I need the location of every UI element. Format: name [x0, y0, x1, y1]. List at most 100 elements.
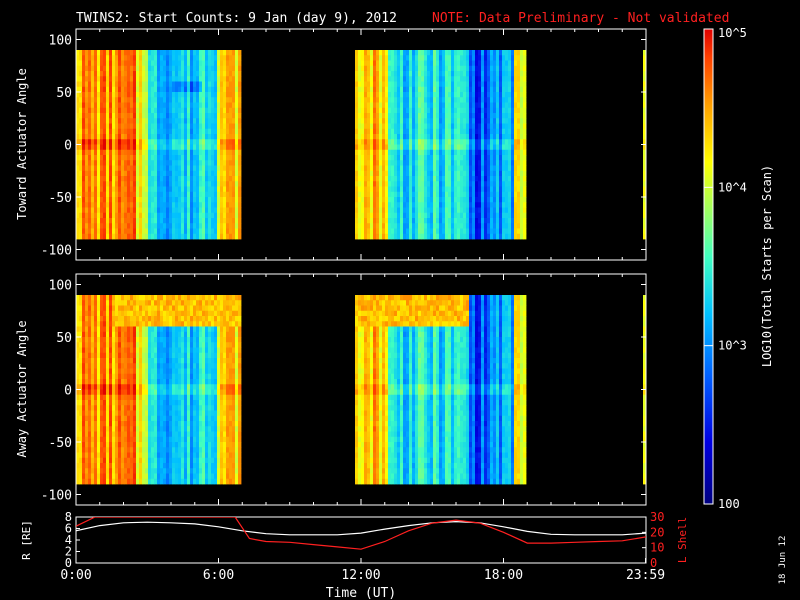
- heatmap-cell: [157, 218, 161, 224]
- heatmap-cell: [130, 160, 134, 166]
- heatmap-cell: [367, 207, 371, 214]
- heatmap-cell: [475, 113, 479, 119]
- heatmap-cell: [433, 170, 437, 177]
- heatmap-cell: [397, 107, 401, 114]
- heatmap-cell: [136, 400, 140, 406]
- heatmap-cell: [466, 181, 470, 187]
- heatmap-cell: [430, 86, 434, 93]
- heatmap-cell: [463, 181, 467, 187]
- heatmap-cell: [184, 60, 188, 67]
- heatmap-cell: [514, 228, 518, 235]
- heatmap-cell: [220, 107, 224, 114]
- heatmap-cell: [445, 118, 449, 124]
- heatmap-cell: [76, 97, 80, 103]
- heatmap-cell: [148, 212, 152, 219]
- heatmap-cell: [130, 447, 134, 453]
- heatmap-cell: [208, 102, 212, 109]
- heatmap-cell: [151, 191, 155, 198]
- heatmap-cell: [88, 442, 92, 448]
- heatmap-cell: [133, 342, 137, 348]
- heatmap-cell: [484, 202, 488, 208]
- heatmap-cell: [238, 76, 242, 82]
- heatmap-cell: [508, 60, 512, 67]
- heatmap-cell: [103, 337, 107, 343]
- heatmap-cell: [238, 144, 242, 151]
- heatmap-cell: [373, 160, 377, 166]
- heatmap-cell: [148, 218, 152, 224]
- heatmap-cell: [133, 436, 137, 443]
- heatmap-cell: [487, 123, 491, 130]
- heatmap-cell: [130, 310, 134, 317]
- heatmap-cell: [193, 60, 197, 67]
- heatmap-cell: [139, 128, 143, 135]
- heatmap-cell: [169, 134, 173, 140]
- heatmap-cell: [493, 207, 497, 214]
- heatmap-cell: [112, 363, 116, 369]
- heatmap-cell: [112, 181, 116, 187]
- heatmap-cell: [142, 337, 146, 343]
- heatmap-cell: [370, 81, 374, 88]
- heatmap-cell: [484, 92, 488, 98]
- heatmap-cell: [475, 176, 479, 182]
- heatmap-cell: [226, 134, 230, 140]
- heatmap-cell: [169, 176, 173, 182]
- heatmap-cell: [382, 170, 386, 177]
- heatmap-cell: [433, 50, 437, 56]
- heatmap-cell: [490, 86, 494, 93]
- heatmap-cell: [358, 233, 362, 240]
- heatmap-cell: [466, 149, 470, 156]
- heatmap-cell: [205, 212, 209, 219]
- heatmap-cell: [439, 149, 443, 156]
- heatmap-cell: [190, 197, 194, 203]
- heatmap-cell: [145, 218, 149, 224]
- heatmap-cell: [409, 144, 413, 151]
- heatmap-cell: [169, 155, 173, 161]
- heatmap-cell: [493, 139, 497, 145]
- heatmap-cell: [238, 97, 242, 103]
- heatmap-cell: [499, 144, 503, 151]
- heatmap-cell: [220, 233, 224, 240]
- heatmap-cell: [100, 102, 104, 109]
- heatmap-cell: [190, 144, 194, 151]
- heatmap-cell: [82, 347, 86, 354]
- heatmap-cell: [181, 107, 185, 114]
- heatmap-cell: [94, 347, 98, 354]
- heatmap-cell: [109, 305, 113, 312]
- heatmap-cell: [130, 107, 134, 114]
- heatmap-cell: [466, 233, 470, 240]
- heatmap-cell: [238, 197, 242, 203]
- heatmap-cell: [490, 181, 494, 187]
- heatmap-cell: [220, 223, 224, 229]
- heatmap-cell: [145, 331, 149, 338]
- heatmap-cell: [400, 144, 404, 151]
- heatmap-cell: [130, 331, 134, 338]
- heatmap-cell: [124, 379, 128, 385]
- heatmap-cell: [187, 212, 191, 219]
- heatmap-cell: [424, 233, 428, 240]
- heatmap-cell: [118, 191, 122, 198]
- heatmap-cell: [136, 207, 140, 214]
- heatmap-cell: [520, 134, 524, 140]
- heatmap-cell: [205, 181, 209, 187]
- heatmap-cell: [517, 228, 521, 235]
- heatmap-cell: [181, 165, 185, 172]
- heatmap-cell: [421, 176, 425, 182]
- heatmap-cell: [643, 71, 646, 77]
- heatmap-cell: [373, 128, 377, 135]
- heatmap-cell: [238, 155, 242, 161]
- heatmap-cell: [520, 160, 524, 166]
- heatmap-cell: [193, 160, 197, 166]
- heatmap-cell: [85, 342, 89, 348]
- heatmap-cell: [145, 426, 149, 432]
- heatmap-cell: [109, 316, 113, 322]
- heatmap-cell: [493, 97, 497, 103]
- heatmap-cell: [115, 337, 119, 343]
- heatmap-cell: [361, 76, 365, 82]
- heatmap-cell: [409, 223, 413, 229]
- heatmap-cell: [364, 97, 368, 103]
- heatmap-cell: [106, 181, 110, 187]
- heatmap-cell: [454, 165, 458, 172]
- heatmap-cell: [94, 431, 98, 438]
- heatmap-cell: [382, 92, 386, 98]
- heatmap-cell: [523, 55, 527, 61]
